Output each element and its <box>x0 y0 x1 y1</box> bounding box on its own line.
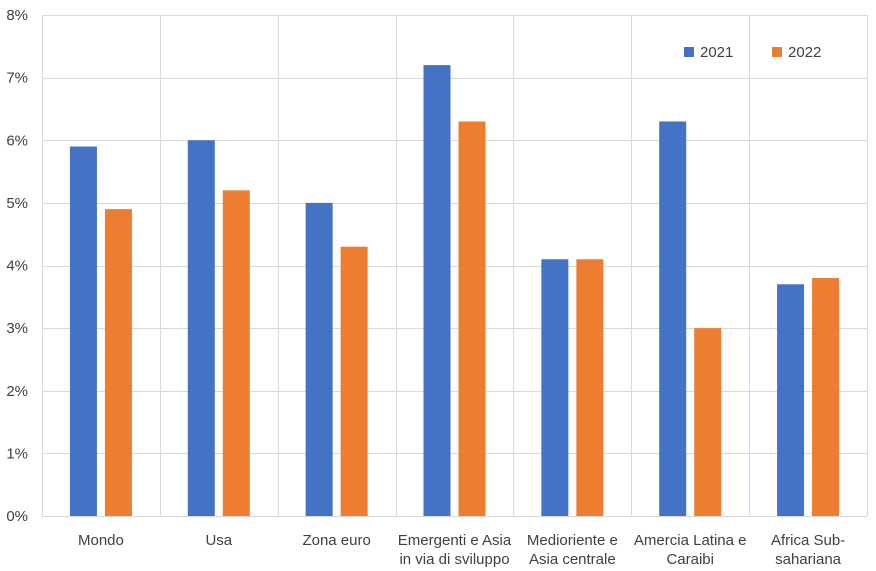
bar-2021 <box>305 202 333 516</box>
x-category-label-line: sahariana <box>775 551 842 568</box>
y-tick-label: 8% <box>6 7 28 24</box>
x-category-label-line: Zona euro <box>302 532 370 549</box>
bar-2022 <box>340 246 368 516</box>
bar-2021 <box>423 65 451 516</box>
bars <box>69 65 840 517</box>
bar-2022 <box>222 190 250 516</box>
bar-2021 <box>541 259 569 516</box>
legend-label-2021: 2021 <box>700 44 733 61</box>
y-tick-label: 2% <box>6 383 28 400</box>
legend-label-2022: 2022 <box>788 44 821 61</box>
x-category-label-line: Amercia Latina e <box>634 532 747 549</box>
bar-2021 <box>69 146 97 516</box>
x-axis-category-labels: Mondo Usa Zona euro Emergenti e Asia in via … <box>78 532 845 568</box>
bar-2022 <box>104 209 132 516</box>
bar-2022 <box>812 278 840 516</box>
x-category-label-line: Mondo <box>78 532 124 549</box>
x-category-label: Amercia Latina e Caraibi <box>634 532 747 568</box>
x-category-label: Africa Sub-sahariana <box>771 532 845 568</box>
x-category-label-line: Medioriente e <box>527 532 618 549</box>
x-category-label: Medioriente e Asia centrale <box>527 532 618 568</box>
y-tick-label: 4% <box>6 258 28 275</box>
bar-2021 <box>777 284 805 516</box>
x-category-label: Zona euro <box>302 532 370 549</box>
y-tick-label: 7% <box>6 70 28 87</box>
x-category-label-line: in via di sviluppo <box>399 551 509 568</box>
x-category-label: Mondo <box>78 532 124 549</box>
y-tick-label: 3% <box>6 320 28 337</box>
bar-2021 <box>187 140 215 516</box>
bar-2022 <box>694 328 722 516</box>
bar-2022 <box>458 121 486 517</box>
bar-2021 <box>659 121 687 517</box>
y-axis-tick-labels: 0% 1% 2% 3% 4% 5% 6% 7% 8% <box>6 7 28 525</box>
gridlines <box>42 15 868 517</box>
y-tick-label: 0% <box>6 508 28 525</box>
x-category-label-line: Emergenti e Asia <box>398 532 512 549</box>
y-tick-label: 1% <box>6 445 28 462</box>
x-category-label-line: Caraibi <box>666 551 714 568</box>
x-category-label: Usa <box>205 532 232 549</box>
legend-swatch-2022 <box>772 47 782 57</box>
x-category-label: Emergenti e Asia in via di sviluppo <box>398 532 512 568</box>
x-category-label-line: Usa <box>205 532 232 549</box>
legend-swatch-2021 <box>684 47 694 57</box>
x-category-label-line: Asia centrale <box>529 551 616 568</box>
x-category-label-line: Africa Sub- <box>771 532 845 549</box>
bar-2022 <box>576 259 604 516</box>
legend: 2021 2022 <box>684 44 821 61</box>
y-tick-label: 5% <box>6 195 28 212</box>
y-tick-label: 6% <box>6 132 28 149</box>
